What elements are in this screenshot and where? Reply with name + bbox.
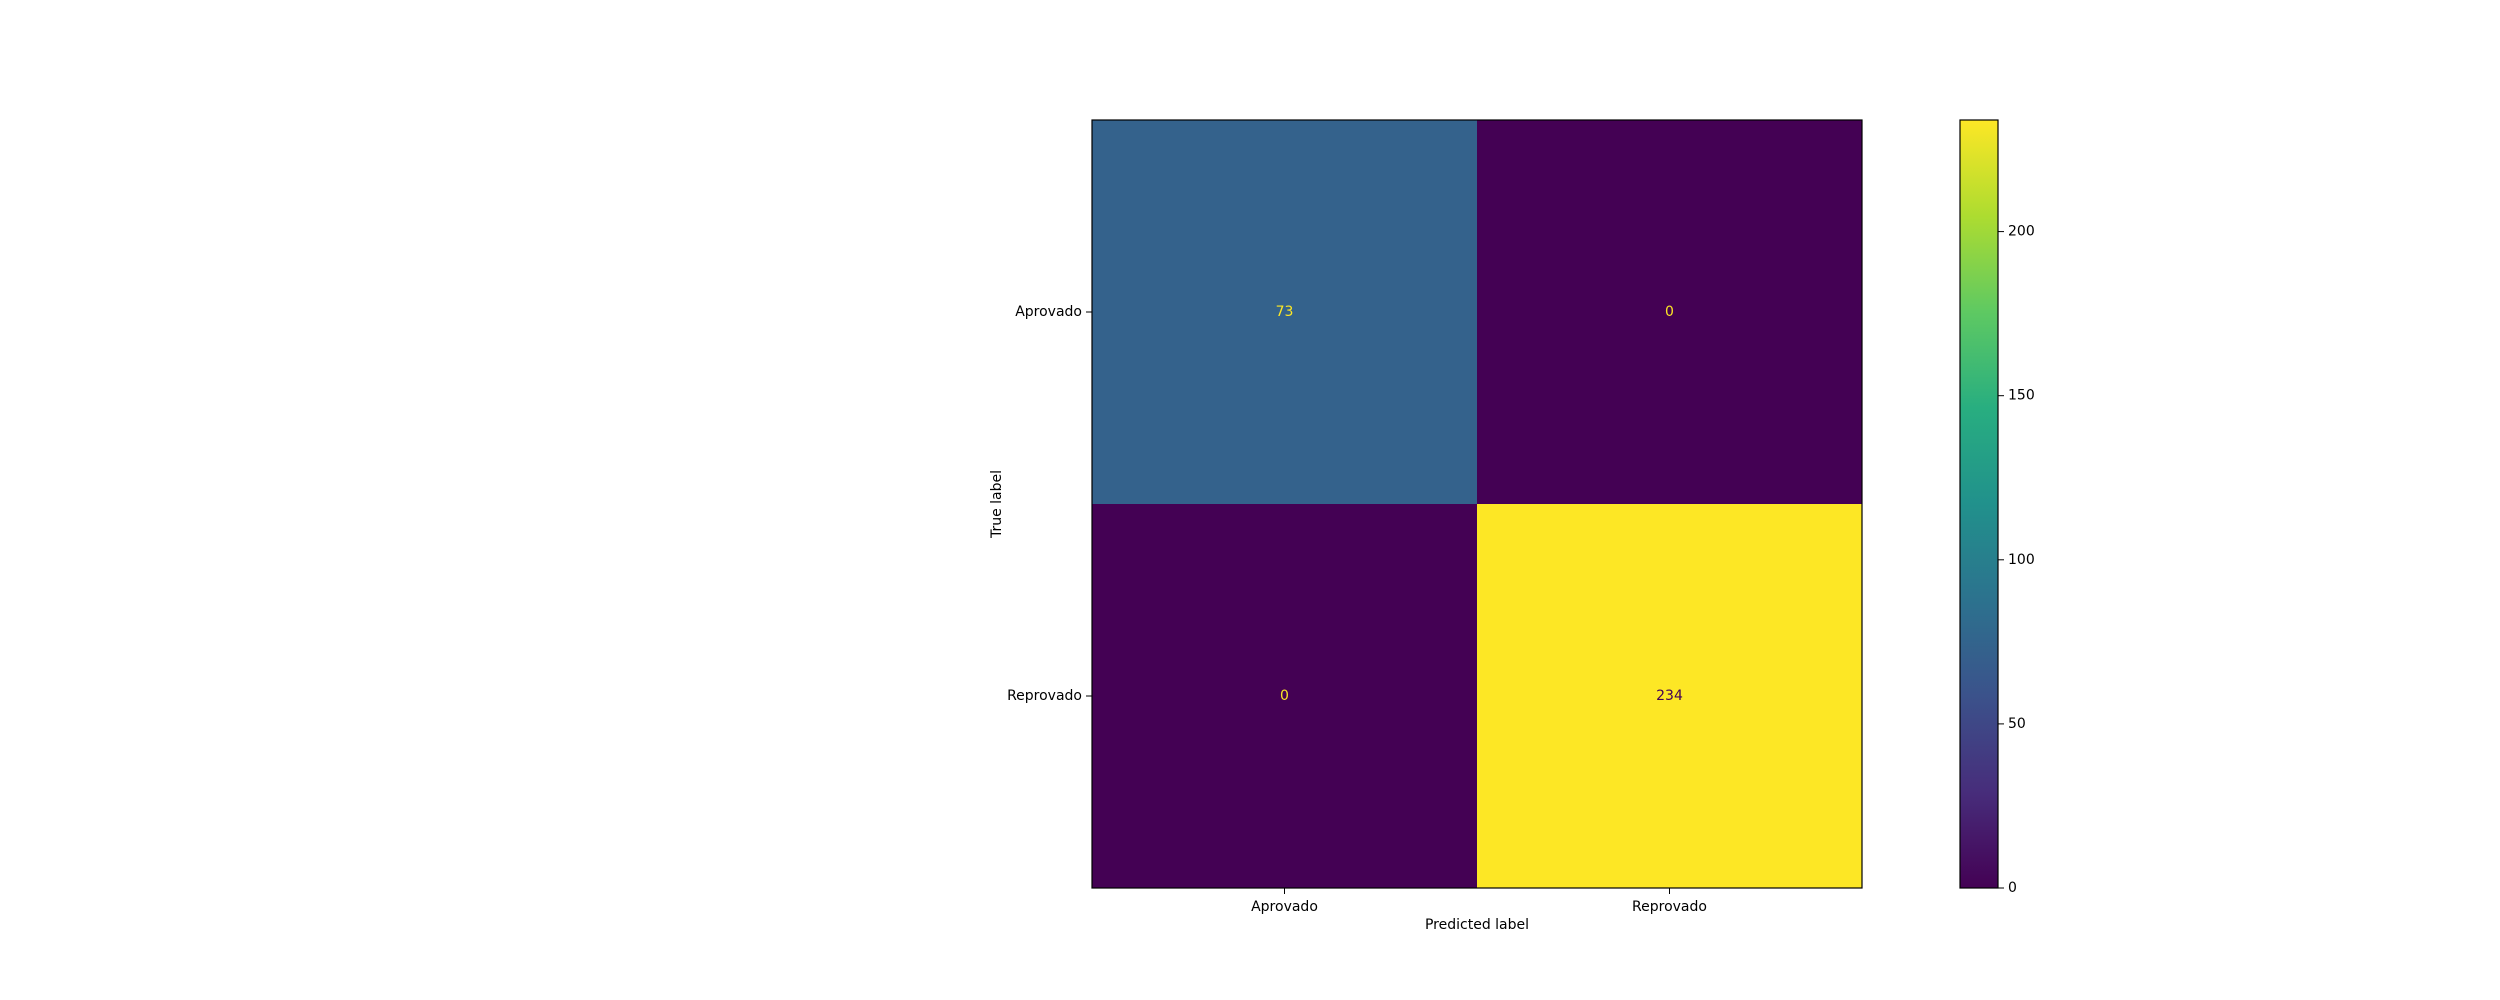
colorbar-tick-label: 50 (2008, 716, 2026, 732)
colorbar-tick-label: 200 (2008, 224, 2035, 240)
x-axis-label: Predicted label (1425, 917, 1529, 933)
cell-label: 234 (1656, 688, 1683, 704)
cell-label: 0 (1665, 304, 1674, 320)
colorbar-tick-label: 150 (2008, 388, 2035, 404)
y-tick-label: Aprovado (1015, 304, 1082, 320)
cell (1092, 504, 1477, 888)
cell (1477, 120, 1862, 504)
cell (1092, 120, 1477, 504)
x-tick-label: Aprovado (1251, 899, 1318, 915)
x-tick-label: Reprovado (1632, 899, 1707, 915)
y-tick-label: Reprovado (1007, 688, 1082, 704)
cell-label: 0 (1280, 688, 1289, 704)
cell-label: 73 (1276, 304, 1294, 320)
colorbar-tick-label: 0 (2008, 880, 2017, 896)
colorbar (1959, 119, 1999, 889)
cell (1477, 504, 1862, 888)
colorbar-tick-label: 100 (2008, 552, 2035, 568)
y-axis-label: True label (989, 470, 1005, 539)
